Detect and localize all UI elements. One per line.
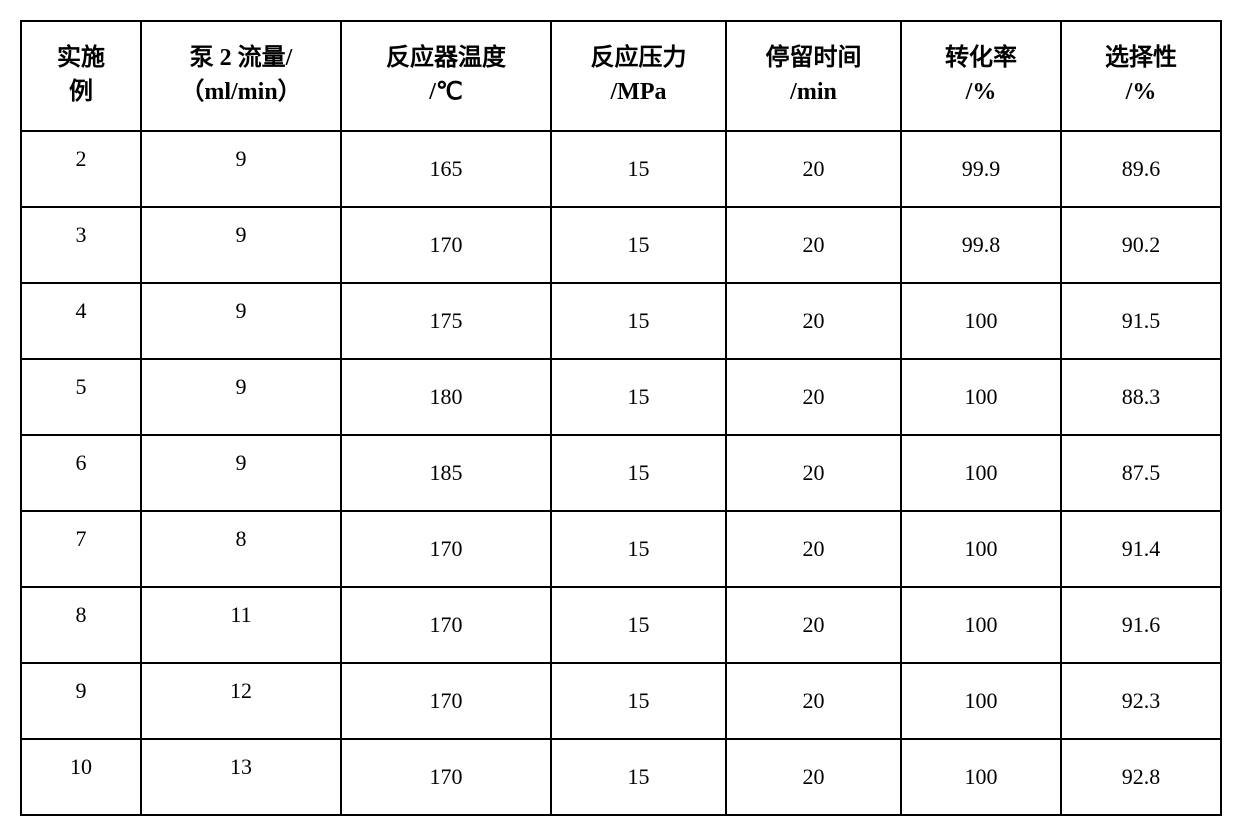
- table-cell: 170: [341, 739, 551, 815]
- header-line2: 例: [26, 76, 136, 110]
- table-header-row: 实施 例 泵 2 流量/ （ml/min） 反应器温度 /℃ 反应压力 /MPa…: [21, 21, 1221, 131]
- table-cell: 9: [141, 283, 341, 359]
- table-cell: 20: [726, 435, 901, 511]
- table-cell: 91.4: [1061, 511, 1221, 587]
- table-cell: 170: [341, 511, 551, 587]
- header-line1: 转化率: [906, 42, 1056, 76]
- header-line1: 反应压力: [556, 42, 721, 76]
- col-header-conversion: 转化率 /%: [901, 21, 1061, 131]
- col-header-example: 实施 例: [21, 21, 141, 131]
- header-line2: （ml/min）: [146, 76, 336, 110]
- table-cell: 100: [901, 663, 1061, 739]
- table-row: 39170152099.890.2: [21, 207, 1221, 283]
- table-cell: 15: [551, 511, 726, 587]
- header-line1: 泵 2 流量/: [146, 42, 336, 76]
- table-cell: 10: [21, 739, 141, 815]
- table-cell: 15: [551, 435, 726, 511]
- header-line2: /℃: [346, 76, 546, 110]
- table-cell: 100: [901, 739, 1061, 815]
- table-cell: 3: [21, 207, 141, 283]
- header-line2: /%: [906, 76, 1056, 110]
- table-cell: 20: [726, 283, 901, 359]
- table-cell: 91.6: [1061, 587, 1221, 663]
- table-cell: 92.8: [1061, 739, 1221, 815]
- table-cell: 9: [141, 207, 341, 283]
- table-cell: 15: [551, 359, 726, 435]
- col-header-reactor-temp: 反应器温度 /℃: [341, 21, 551, 131]
- table-cell: 100: [901, 359, 1061, 435]
- col-header-selectivity: 选择性 /%: [1061, 21, 1221, 131]
- table-cell: 170: [341, 587, 551, 663]
- table-cell: 99.8: [901, 207, 1061, 283]
- table-cell: 11: [141, 587, 341, 663]
- table-row: 912170152010092.3: [21, 663, 1221, 739]
- table-cell: 8: [141, 511, 341, 587]
- header-line1: 实施: [26, 42, 136, 76]
- table-row: 69185152010087.5: [21, 435, 1221, 511]
- table-row: 1013170152010092.8: [21, 739, 1221, 815]
- table-cell: 20: [726, 663, 901, 739]
- table-cell: 9: [141, 131, 341, 207]
- col-header-pressure: 反应压力 /MPa: [551, 21, 726, 131]
- table-cell: 15: [551, 207, 726, 283]
- table-cell: 9: [141, 359, 341, 435]
- table-cell: 12: [141, 663, 341, 739]
- table-cell: 20: [726, 587, 901, 663]
- table-cell: 20: [726, 359, 901, 435]
- table-cell: 20: [726, 131, 901, 207]
- table-cell: 20: [726, 739, 901, 815]
- header-line2: /MPa: [556, 76, 721, 110]
- table-cell: 9: [141, 435, 341, 511]
- col-header-residence-time: 停留时间 /min: [726, 21, 901, 131]
- table-cell: 5: [21, 359, 141, 435]
- table-cell: 92.3: [1061, 663, 1221, 739]
- header-line1: 反应器温度: [346, 42, 546, 76]
- table-cell: 4: [21, 283, 141, 359]
- table-body: 29165152099.989.639170152099.890.2491751…: [21, 131, 1221, 815]
- header-line1: 选择性: [1066, 42, 1216, 76]
- table-cell: 100: [901, 283, 1061, 359]
- table-cell: 175: [341, 283, 551, 359]
- table-cell: 90.2: [1061, 207, 1221, 283]
- table-cell: 20: [726, 511, 901, 587]
- table-cell: 6: [21, 435, 141, 511]
- table-cell: 100: [901, 511, 1061, 587]
- table-cell: 170: [341, 207, 551, 283]
- table-cell: 88.3: [1061, 359, 1221, 435]
- table-cell: 20: [726, 207, 901, 283]
- header-line1: 停留时间: [731, 42, 896, 76]
- table-cell: 8: [21, 587, 141, 663]
- table-cell: 87.5: [1061, 435, 1221, 511]
- table-cell: 91.5: [1061, 283, 1221, 359]
- table-cell: 99.9: [901, 131, 1061, 207]
- table-cell: 100: [901, 435, 1061, 511]
- table-row: 29165152099.989.6: [21, 131, 1221, 207]
- header-line2: /%: [1066, 76, 1216, 110]
- table-cell: 15: [551, 587, 726, 663]
- table-cell: 180: [341, 359, 551, 435]
- header-line2: /min: [731, 76, 896, 110]
- table-cell: 15: [551, 739, 726, 815]
- table-row: 78170152010091.4: [21, 511, 1221, 587]
- table-cell: 89.6: [1061, 131, 1221, 207]
- table-cell: 15: [551, 131, 726, 207]
- col-header-pump-flow: 泵 2 流量/ （ml/min）: [141, 21, 341, 131]
- table-row: 59180152010088.3: [21, 359, 1221, 435]
- table-cell: 9: [21, 663, 141, 739]
- table-row: 49175152010091.5: [21, 283, 1221, 359]
- table-cell: 13: [141, 739, 341, 815]
- table-cell: 2: [21, 131, 141, 207]
- experiment-results-table: 实施 例 泵 2 流量/ （ml/min） 反应器温度 /℃ 反应压力 /MPa…: [20, 20, 1222, 816]
- table-cell: 15: [551, 283, 726, 359]
- table-cell: 7: [21, 511, 141, 587]
- table-cell: 170: [341, 663, 551, 739]
- table-row: 811170152010091.6: [21, 587, 1221, 663]
- table-cell: 100: [901, 587, 1061, 663]
- table-cell: 15: [551, 663, 726, 739]
- table-cell: 185: [341, 435, 551, 511]
- table-cell: 165: [341, 131, 551, 207]
